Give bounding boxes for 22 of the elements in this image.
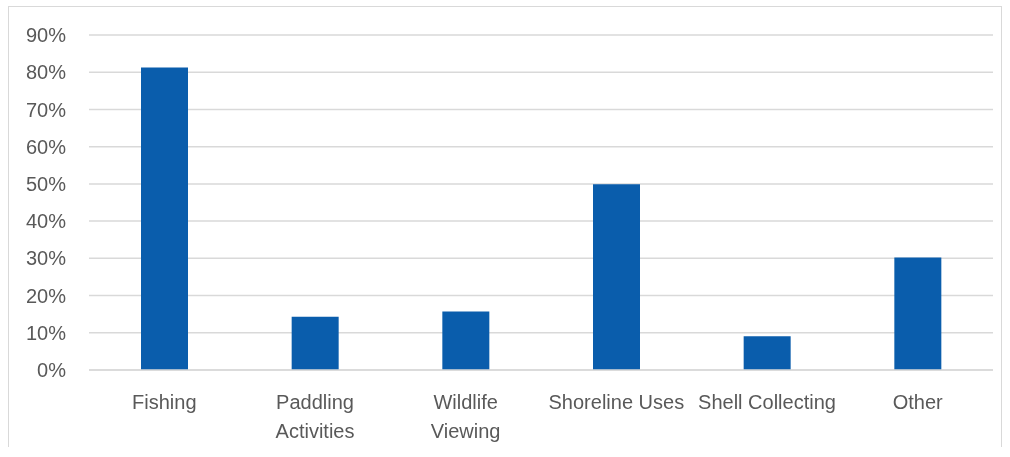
bar bbox=[743, 336, 791, 370]
y-tick-label: 90% bbox=[25, 24, 67, 47]
y-tick-label: 20% bbox=[25, 284, 67, 307]
y-tick-label: 10% bbox=[25, 321, 67, 344]
bar bbox=[593, 184, 640, 370]
y-tick-label: 80% bbox=[25, 61, 67, 84]
y-tick-label: 50% bbox=[25, 172, 67, 195]
x-tick-label: Fishing bbox=[132, 391, 197, 413]
x-tick-label: Other bbox=[892, 391, 944, 413]
y-tick-label: 70% bbox=[25, 98, 67, 121]
bar bbox=[894, 257, 942, 370]
bar bbox=[291, 316, 339, 370]
y-tick-label: 40% bbox=[25, 210, 67, 233]
x-tick-label: Shoreline Uses bbox=[548, 391, 685, 413]
x-tick-label: Wildlife Viewing bbox=[430, 391, 501, 442]
bar bbox=[442, 311, 490, 370]
x-tick-label: Paddling Activities bbox=[275, 391, 355, 442]
y-tick-label: 60% bbox=[25, 135, 67, 158]
bar bbox=[141, 67, 188, 370]
x-tick-label: Shell Collecting bbox=[698, 391, 836, 413]
y-tick-label: 30% bbox=[25, 247, 67, 270]
y-tick-label: 0% bbox=[37, 359, 67, 382]
